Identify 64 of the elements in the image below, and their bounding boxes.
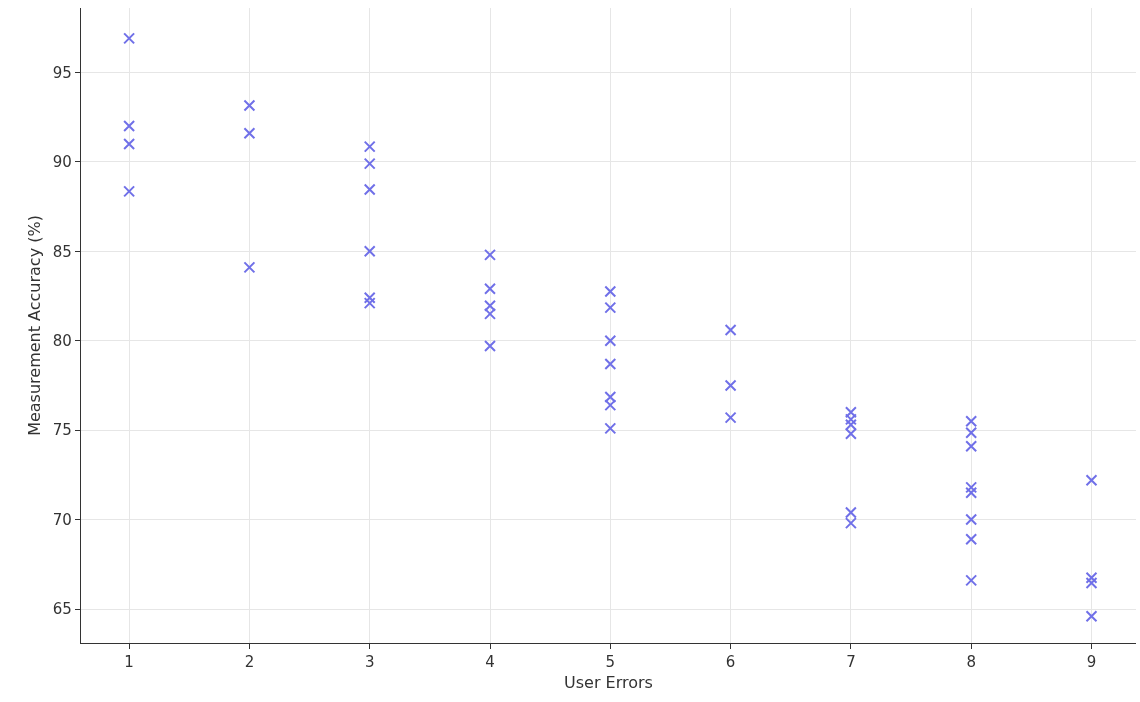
y-tick-label: 80 [52,331,72,350]
x-tick-label: 3 [364,653,375,672]
point [604,357,617,370]
point [965,513,978,526]
point [604,301,617,314]
point [1085,577,1098,590]
point [724,411,737,424]
x-axis-title: User Errors [564,672,653,692]
point [484,248,497,261]
point [363,245,376,258]
point [724,323,737,336]
point [363,140,376,153]
x-tick-label: 1 [124,653,134,672]
point [243,99,256,112]
point [965,533,978,546]
point [123,137,136,150]
point [604,391,617,404]
point [965,426,978,439]
point [965,440,978,453]
point [604,334,617,347]
point [965,486,978,499]
y-tick-label: 75 [52,421,72,440]
point [965,481,978,494]
y-tick-label: 85 [52,242,72,261]
point [123,120,136,133]
point [844,427,857,440]
point [724,379,737,392]
point [363,157,376,170]
point [243,127,256,140]
point [844,418,857,431]
point [965,574,978,587]
point [965,415,978,428]
y-axis-title: Measurement Accuracy (%) [24,215,44,436]
x-tick-label: 8 [966,653,976,672]
point [844,413,857,426]
point [604,422,617,435]
x-tick-label: 7 [846,653,856,672]
point [123,32,136,45]
point [484,299,497,312]
point [484,340,497,353]
point [243,261,256,274]
point [363,297,376,310]
point [363,291,376,304]
point [484,307,497,320]
point [844,406,857,419]
x-tick-label: 5 [605,653,616,672]
x-tick-label: 6 [725,653,736,672]
y-tick-label: 70 [52,510,72,529]
point [604,399,617,412]
y-tick-label: 90 [52,153,72,172]
point [1085,474,1098,487]
point [363,183,376,196]
point [604,285,617,298]
x-tick-label: 2 [244,653,255,672]
x-tick-label: 9 [1086,653,1097,672]
y-tick-label: 65 [52,600,72,619]
point [1085,610,1098,623]
point [1085,571,1098,584]
x-tick-label: 4 [485,653,495,672]
y-tick-label: 95 [52,63,72,82]
point [844,517,857,530]
point [484,282,497,295]
point [844,506,857,519]
point [123,185,136,198]
